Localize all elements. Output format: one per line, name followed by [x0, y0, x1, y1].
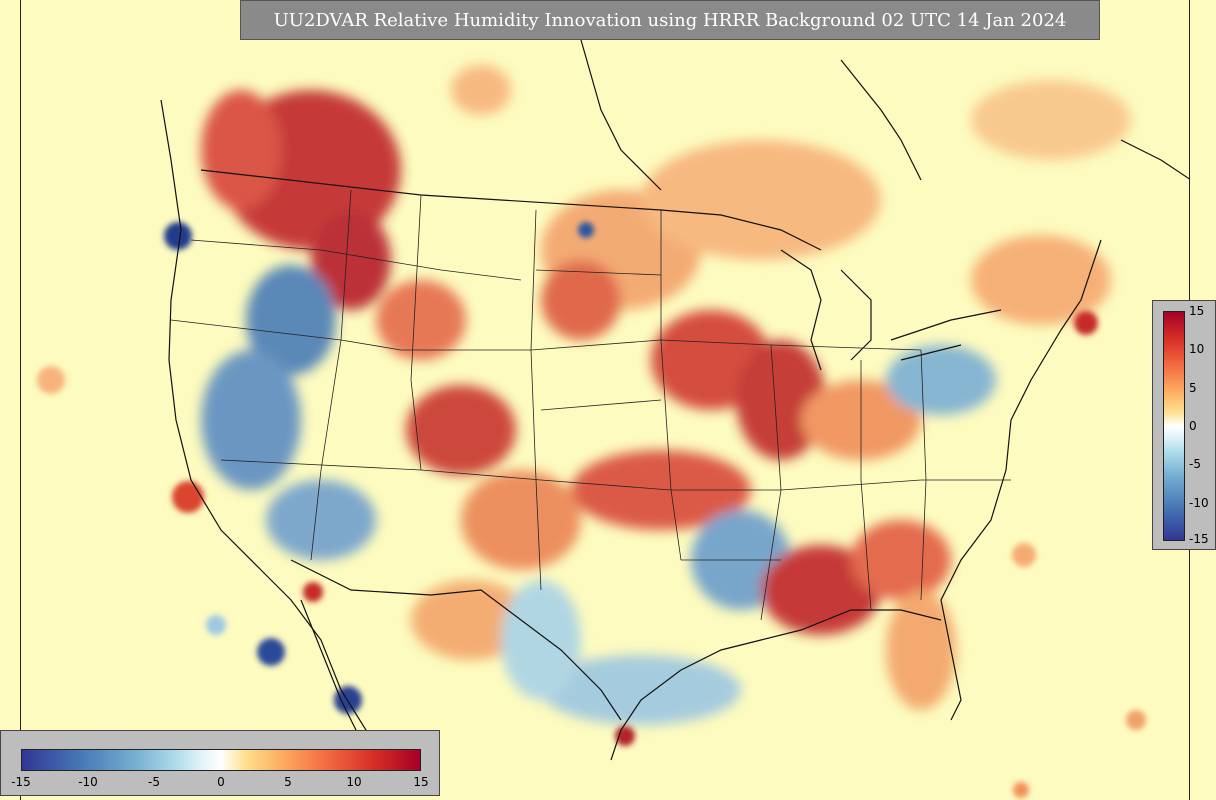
vertical-tick-label: -10 — [1189, 496, 1209, 510]
vertical-tick-label: 10 — [1189, 342, 1205, 356]
horizontal-tick-label: 10 — [346, 775, 362, 789]
anomaly-field — [201, 65, 1131, 725]
map-panel — [20, 0, 1190, 800]
horizontal-colorbar: -15 -10 -5 0 5 10 15 — [0, 730, 440, 796]
vertical-tick-label: 15 — [1189, 304, 1205, 318]
canada-north — [580, 39, 1189, 191]
horizontal-tick-label: 0 — [217, 775, 225, 789]
canada-us-border — [200, 169, 822, 251]
geographic-boundaries — [160, 39, 1189, 781]
great-lakes — [780, 249, 1002, 371]
us-west-coast — [160, 99, 392, 781]
vertical-tick-label: -15 — [1189, 532, 1209, 546]
vertical-colorbar: 15 10 5 0 -5 -10 -15 — [1152, 300, 1216, 550]
horizontal-tick-label: -10 — [78, 775, 98, 789]
horizontal-tick-label: 5 — [284, 775, 292, 789]
vertical-tick-label: 0 — [1189, 419, 1197, 433]
vertical-colorbar-gradient — [1163, 311, 1185, 541]
gulf-coast — [610, 609, 942, 761]
humidity-innovation-map — [37, 39, 1189, 798]
vertical-tick-label: -5 — [1189, 457, 1201, 471]
state-boundaries — [170, 189, 1011, 621]
us-east-coast — [940, 239, 1102, 721]
horizontal-tick-label: -15 — [11, 775, 31, 789]
horizontal-tick-label: 15 — [413, 775, 429, 789]
page-title: UU2DVAR Relative Humidity Innovation usi… — [240, 0, 1100, 40]
vertical-tick-label: 5 — [1189, 381, 1197, 395]
mexico-border — [290, 559, 622, 721]
horizontal-tick-label: -5 — [148, 775, 160, 789]
horizontal-colorbar-gradient — [21, 749, 421, 771]
anomaly-spots — [37, 222, 1146, 798]
